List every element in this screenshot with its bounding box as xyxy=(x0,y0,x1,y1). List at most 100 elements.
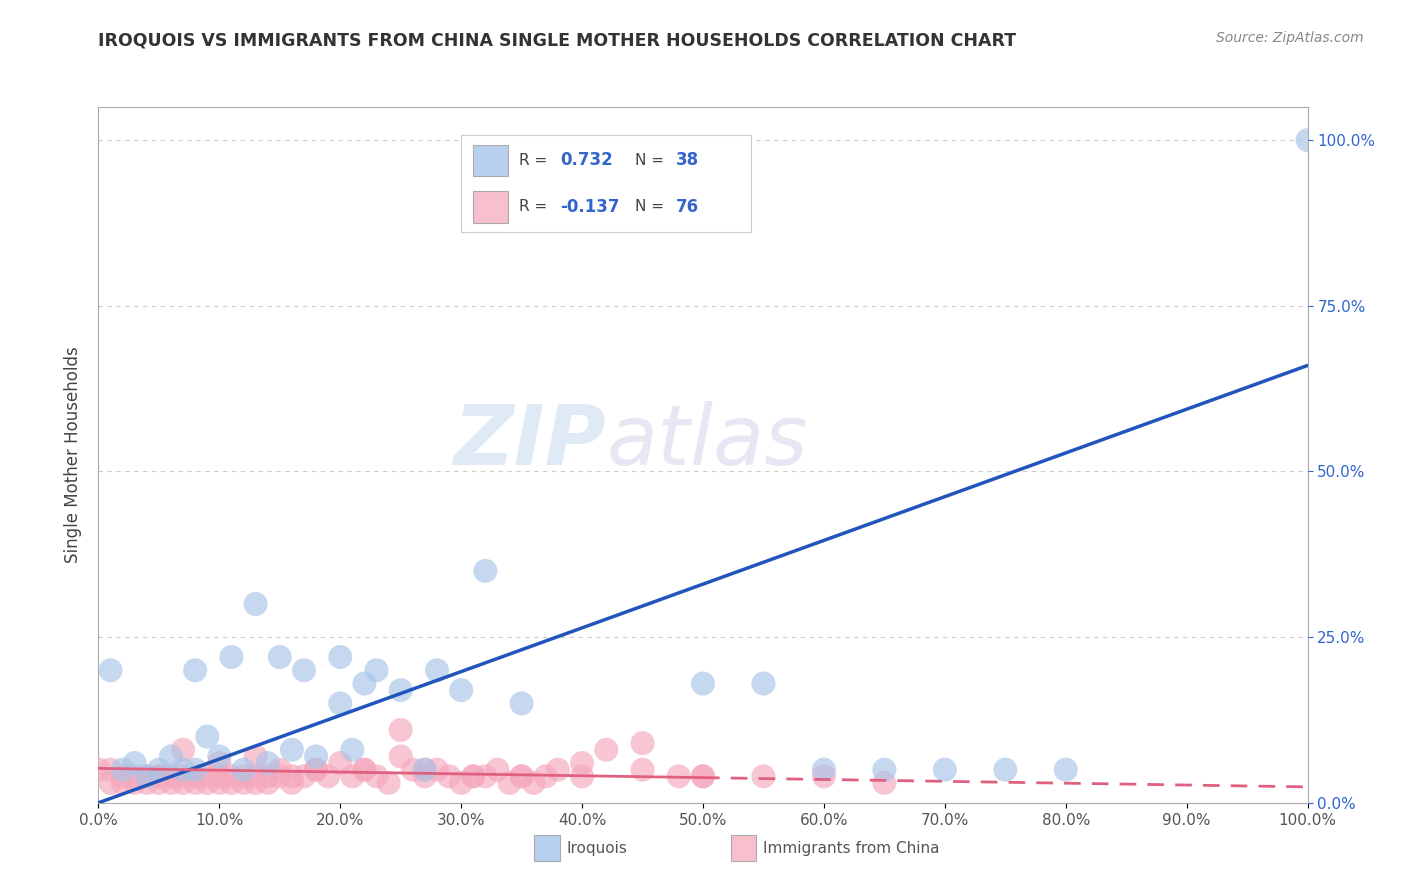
Point xyxy=(100,663,122,677)
Point xyxy=(245,776,267,790)
Text: -0.137: -0.137 xyxy=(560,198,619,216)
Point xyxy=(245,597,267,611)
Point xyxy=(269,763,291,777)
Point xyxy=(595,743,617,757)
Point xyxy=(692,676,714,690)
Point xyxy=(245,769,267,783)
Point xyxy=(389,723,412,737)
Point xyxy=(256,769,278,783)
Text: Source: ZipAtlas.com: Source: ZipAtlas.com xyxy=(1216,31,1364,45)
Point xyxy=(208,756,231,770)
Point xyxy=(402,763,425,777)
Point xyxy=(281,769,304,783)
Point xyxy=(571,756,593,770)
Point xyxy=(195,730,218,744)
Point xyxy=(184,663,207,677)
Point xyxy=(148,776,170,790)
Point xyxy=(413,763,436,777)
Point xyxy=(510,769,533,783)
Point xyxy=(413,763,436,777)
Point xyxy=(366,769,388,783)
Point xyxy=(172,776,194,790)
Point xyxy=(873,776,896,790)
Point xyxy=(631,763,654,777)
Point xyxy=(389,749,412,764)
Point xyxy=(813,769,835,783)
Point xyxy=(208,769,231,783)
Point xyxy=(292,663,315,677)
Point xyxy=(148,769,170,783)
Point xyxy=(692,769,714,783)
Point xyxy=(389,683,412,698)
Text: R =: R = xyxy=(519,200,553,214)
Point xyxy=(523,776,546,790)
Point xyxy=(668,769,690,783)
Point xyxy=(329,650,352,665)
Point xyxy=(221,776,243,790)
Text: ZIP: ZIP xyxy=(454,401,606,482)
Point xyxy=(994,763,1017,777)
Point xyxy=(111,763,134,777)
Point xyxy=(463,769,485,783)
Point xyxy=(221,769,243,783)
Point xyxy=(111,776,134,790)
Point xyxy=(342,769,364,783)
Point xyxy=(208,749,231,764)
Point xyxy=(934,763,956,777)
Point xyxy=(135,769,157,783)
Point xyxy=(498,776,520,790)
Point xyxy=(184,763,207,777)
Point xyxy=(124,756,146,770)
Point xyxy=(160,769,183,783)
Text: Iroquois: Iroquois xyxy=(567,840,627,855)
Point xyxy=(172,743,194,757)
Point xyxy=(124,776,146,790)
Point xyxy=(256,756,278,770)
Point xyxy=(534,769,557,783)
Point xyxy=(873,763,896,777)
Point xyxy=(232,776,254,790)
Text: N =: N = xyxy=(636,200,669,214)
Text: 76: 76 xyxy=(676,198,699,216)
Text: 0.732: 0.732 xyxy=(560,152,613,169)
Point xyxy=(305,763,328,777)
Point xyxy=(160,776,183,790)
Point xyxy=(426,663,449,677)
Text: R =: R = xyxy=(519,153,553,168)
Point xyxy=(474,769,496,783)
Point xyxy=(463,769,485,783)
Point xyxy=(474,564,496,578)
Point xyxy=(292,769,315,783)
Point xyxy=(245,749,267,764)
Point xyxy=(450,776,472,790)
Point xyxy=(316,769,339,783)
Point xyxy=(221,650,243,665)
Point xyxy=(172,769,194,783)
Point xyxy=(342,743,364,757)
Point xyxy=(160,749,183,764)
Point xyxy=(377,776,399,790)
Point xyxy=(124,769,146,783)
Point xyxy=(353,676,375,690)
Point xyxy=(208,776,231,790)
Text: IROQUOIS VS IMMIGRANTS FROM CHINA SINGLE MOTHER HOUSEHOLDS CORRELATION CHART: IROQUOIS VS IMMIGRANTS FROM CHINA SINGLE… xyxy=(98,31,1017,49)
Point xyxy=(172,763,194,777)
Point xyxy=(148,769,170,783)
Point xyxy=(281,776,304,790)
Point xyxy=(752,676,775,690)
Point xyxy=(329,756,352,770)
Text: 38: 38 xyxy=(676,152,699,169)
FancyBboxPatch shape xyxy=(472,192,508,222)
Point xyxy=(195,769,218,783)
Point xyxy=(184,769,207,783)
Point xyxy=(486,763,509,777)
Point xyxy=(256,776,278,790)
Point xyxy=(269,650,291,665)
Text: atlas: atlas xyxy=(606,401,808,482)
Point xyxy=(752,769,775,783)
Point xyxy=(100,763,122,777)
Point xyxy=(692,769,714,783)
FancyBboxPatch shape xyxy=(472,145,508,176)
Point xyxy=(813,763,835,777)
Point xyxy=(1296,133,1319,147)
